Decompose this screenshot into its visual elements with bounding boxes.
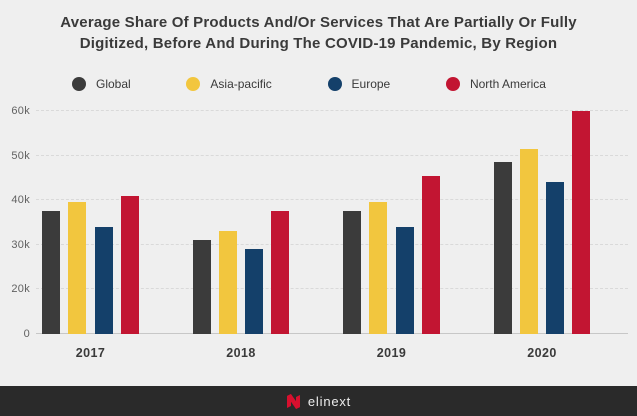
- x-tick-label-2020: 2020: [527, 346, 557, 360]
- bar-2019-north-america: [421, 175, 440, 334]
- bar-2018-europe: [245, 249, 264, 334]
- y-tick-label: 40k: [11, 194, 30, 207]
- legend-color-dot: [186, 77, 201, 91]
- legend: Global Asia-pacific Europe North America: [72, 77, 546, 91]
- x-tick-label-2018: 2018: [226, 346, 256, 360]
- y-tick-label: 60k: [11, 105, 30, 117]
- bar-group-2018: [192, 111, 290, 334]
- legend-item-europe: Europe: [327, 77, 391, 91]
- legend-color-dot: [445, 77, 460, 91]
- y-tick-label: 30k: [11, 238, 30, 251]
- elinext-logo-icon: [286, 393, 300, 409]
- legend-item-asia-pacific: Asia-pacific: [186, 77, 272, 91]
- bar-2018-global: [192, 240, 211, 334]
- legend-color-dot: [327, 77, 342, 91]
- bar-2018-asia-pacific: [218, 231, 237, 334]
- gridline-20k: [36, 288, 628, 290]
- x-tick-label-2019: 2019: [376, 346, 407, 360]
- bar-2020-north-america: [572, 111, 591, 334]
- bar-2020-global: [493, 162, 512, 334]
- legend-label: Europe: [351, 77, 391, 91]
- bar-2017-global: [42, 211, 60, 334]
- bar-group-2019: [343, 111, 440, 334]
- bar-2018-north-america: [271, 211, 290, 334]
- bar-group-2020: [493, 111, 591, 334]
- bar-2019-asia-pacific: [369, 202, 388, 334]
- bar-2020-europe: [546, 182, 565, 334]
- gridline-30k: [36, 243, 628, 245]
- bar-2017-asia-pacific: [68, 202, 87, 334]
- footer-bar: elinext: [0, 386, 637, 416]
- bar-2019-global: [343, 211, 361, 334]
- y-axis-labels: 0 20k 30k 40k 50k 60k: [0, 105, 30, 340]
- bar-2017-europe: [94, 226, 113, 334]
- y-tick-label: 0: [23, 328, 30, 340]
- legend-label: Global: [96, 77, 131, 91]
- brand-name: elinext: [307, 393, 352, 409]
- bar-2019-europe: [395, 226, 414, 334]
- plot-area: [36, 110, 628, 334]
- legend-label: Asia-pacific: [210, 77, 272, 91]
- legend-item-global: Global: [72, 77, 131, 91]
- y-tick-label: 20k: [11, 283, 30, 296]
- chart-title: Average Share Of Products And/Or Service…: [60, 14, 577, 52]
- legend-label: North America: [469, 77, 546, 91]
- gridline-60k: [36, 110, 628, 111]
- gridline-50k: [36, 154, 628, 156]
- bar-group-2017: [42, 111, 139, 334]
- legend-item-north-america: North America: [445, 77, 546, 91]
- gridline-40k: [36, 199, 628, 201]
- bar-2017-north-america: [120, 195, 139, 334]
- y-tick-label: 50k: [11, 149, 30, 162]
- legend-color-dot: [72, 77, 86, 91]
- x-tick-label-2017: 2017: [75, 346, 106, 360]
- x-axis-line: [36, 333, 628, 334]
- bar-2020-asia-pacific: [519, 148, 538, 334]
